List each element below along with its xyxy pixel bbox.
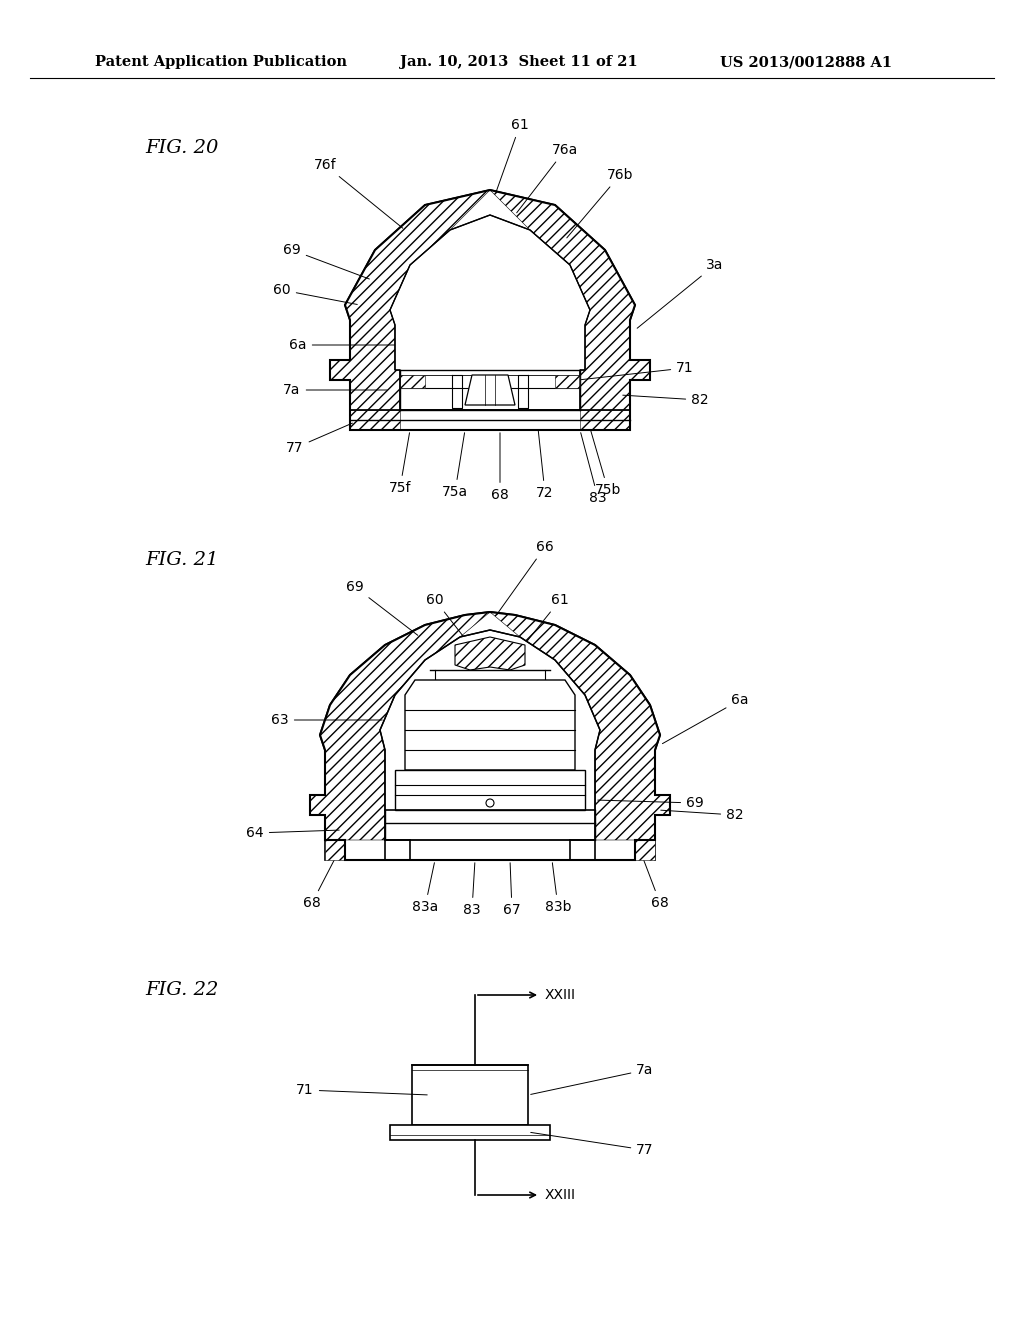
- Text: 76a: 76a: [517, 143, 579, 213]
- Text: 6a: 6a: [663, 693, 749, 743]
- Polygon shape: [330, 190, 490, 411]
- Text: Jan. 10, 2013  Sheet 11 of 21: Jan. 10, 2013 Sheet 11 of 21: [400, 55, 638, 69]
- Text: 68: 68: [303, 847, 341, 909]
- Text: FIG. 21: FIG. 21: [145, 550, 218, 569]
- Text: Patent Application Publication: Patent Application Publication: [95, 55, 347, 69]
- Polygon shape: [310, 612, 490, 840]
- Polygon shape: [400, 375, 425, 388]
- Text: 7a: 7a: [530, 1063, 653, 1094]
- Polygon shape: [555, 375, 580, 388]
- Text: 72: 72: [537, 430, 554, 500]
- Polygon shape: [406, 680, 575, 770]
- Text: 69: 69: [598, 796, 703, 810]
- Text: 75f: 75f: [389, 433, 412, 495]
- Text: 83: 83: [463, 863, 481, 917]
- Polygon shape: [455, 638, 525, 671]
- Text: 83a: 83a: [412, 863, 438, 913]
- Text: 61: 61: [522, 593, 569, 648]
- Text: 76f: 76f: [313, 158, 402, 228]
- Polygon shape: [310, 612, 670, 861]
- Text: 60: 60: [273, 282, 357, 305]
- Text: 75b: 75b: [591, 430, 622, 498]
- Polygon shape: [380, 630, 600, 840]
- Polygon shape: [635, 840, 655, 861]
- Text: 60: 60: [426, 593, 468, 643]
- Polygon shape: [490, 612, 670, 840]
- Text: 61: 61: [496, 117, 528, 193]
- Text: US 2013/0012888 A1: US 2013/0012888 A1: [720, 55, 892, 69]
- Text: 82: 82: [660, 808, 743, 822]
- Polygon shape: [390, 215, 590, 411]
- Text: 64: 64: [246, 826, 339, 840]
- Text: FIG. 22: FIG. 22: [145, 981, 218, 999]
- Text: FIG. 20: FIG. 20: [145, 139, 218, 157]
- Polygon shape: [580, 411, 630, 430]
- Circle shape: [486, 799, 494, 807]
- Polygon shape: [325, 840, 345, 861]
- Text: 69: 69: [346, 579, 418, 635]
- Polygon shape: [390, 1125, 550, 1140]
- Polygon shape: [412, 1065, 528, 1125]
- Polygon shape: [350, 411, 400, 430]
- Text: 77: 77: [287, 424, 352, 455]
- Text: 3a: 3a: [637, 257, 724, 329]
- Text: 83b: 83b: [545, 863, 571, 913]
- Text: 77: 77: [530, 1133, 653, 1158]
- Text: 82: 82: [623, 393, 709, 407]
- Polygon shape: [465, 375, 515, 405]
- Polygon shape: [490, 190, 650, 411]
- Polygon shape: [395, 770, 585, 810]
- Text: 6a: 6a: [289, 338, 395, 352]
- Text: 68: 68: [639, 847, 669, 909]
- Text: 71: 71: [581, 360, 694, 380]
- Text: 76b: 76b: [567, 168, 633, 238]
- Text: 68: 68: [492, 433, 509, 502]
- Text: 63: 63: [271, 713, 382, 727]
- Text: 69: 69: [283, 243, 370, 279]
- Text: 66: 66: [497, 540, 554, 615]
- Text: XXIII: XXIII: [545, 1188, 575, 1203]
- Text: 83: 83: [581, 433, 607, 506]
- Text: 71: 71: [296, 1082, 427, 1097]
- Text: 67: 67: [503, 863, 521, 917]
- Text: 7a: 7a: [284, 383, 387, 397]
- Text: 75a: 75a: [442, 433, 468, 499]
- Polygon shape: [330, 190, 650, 430]
- Text: XXIII: XXIII: [545, 987, 575, 1002]
